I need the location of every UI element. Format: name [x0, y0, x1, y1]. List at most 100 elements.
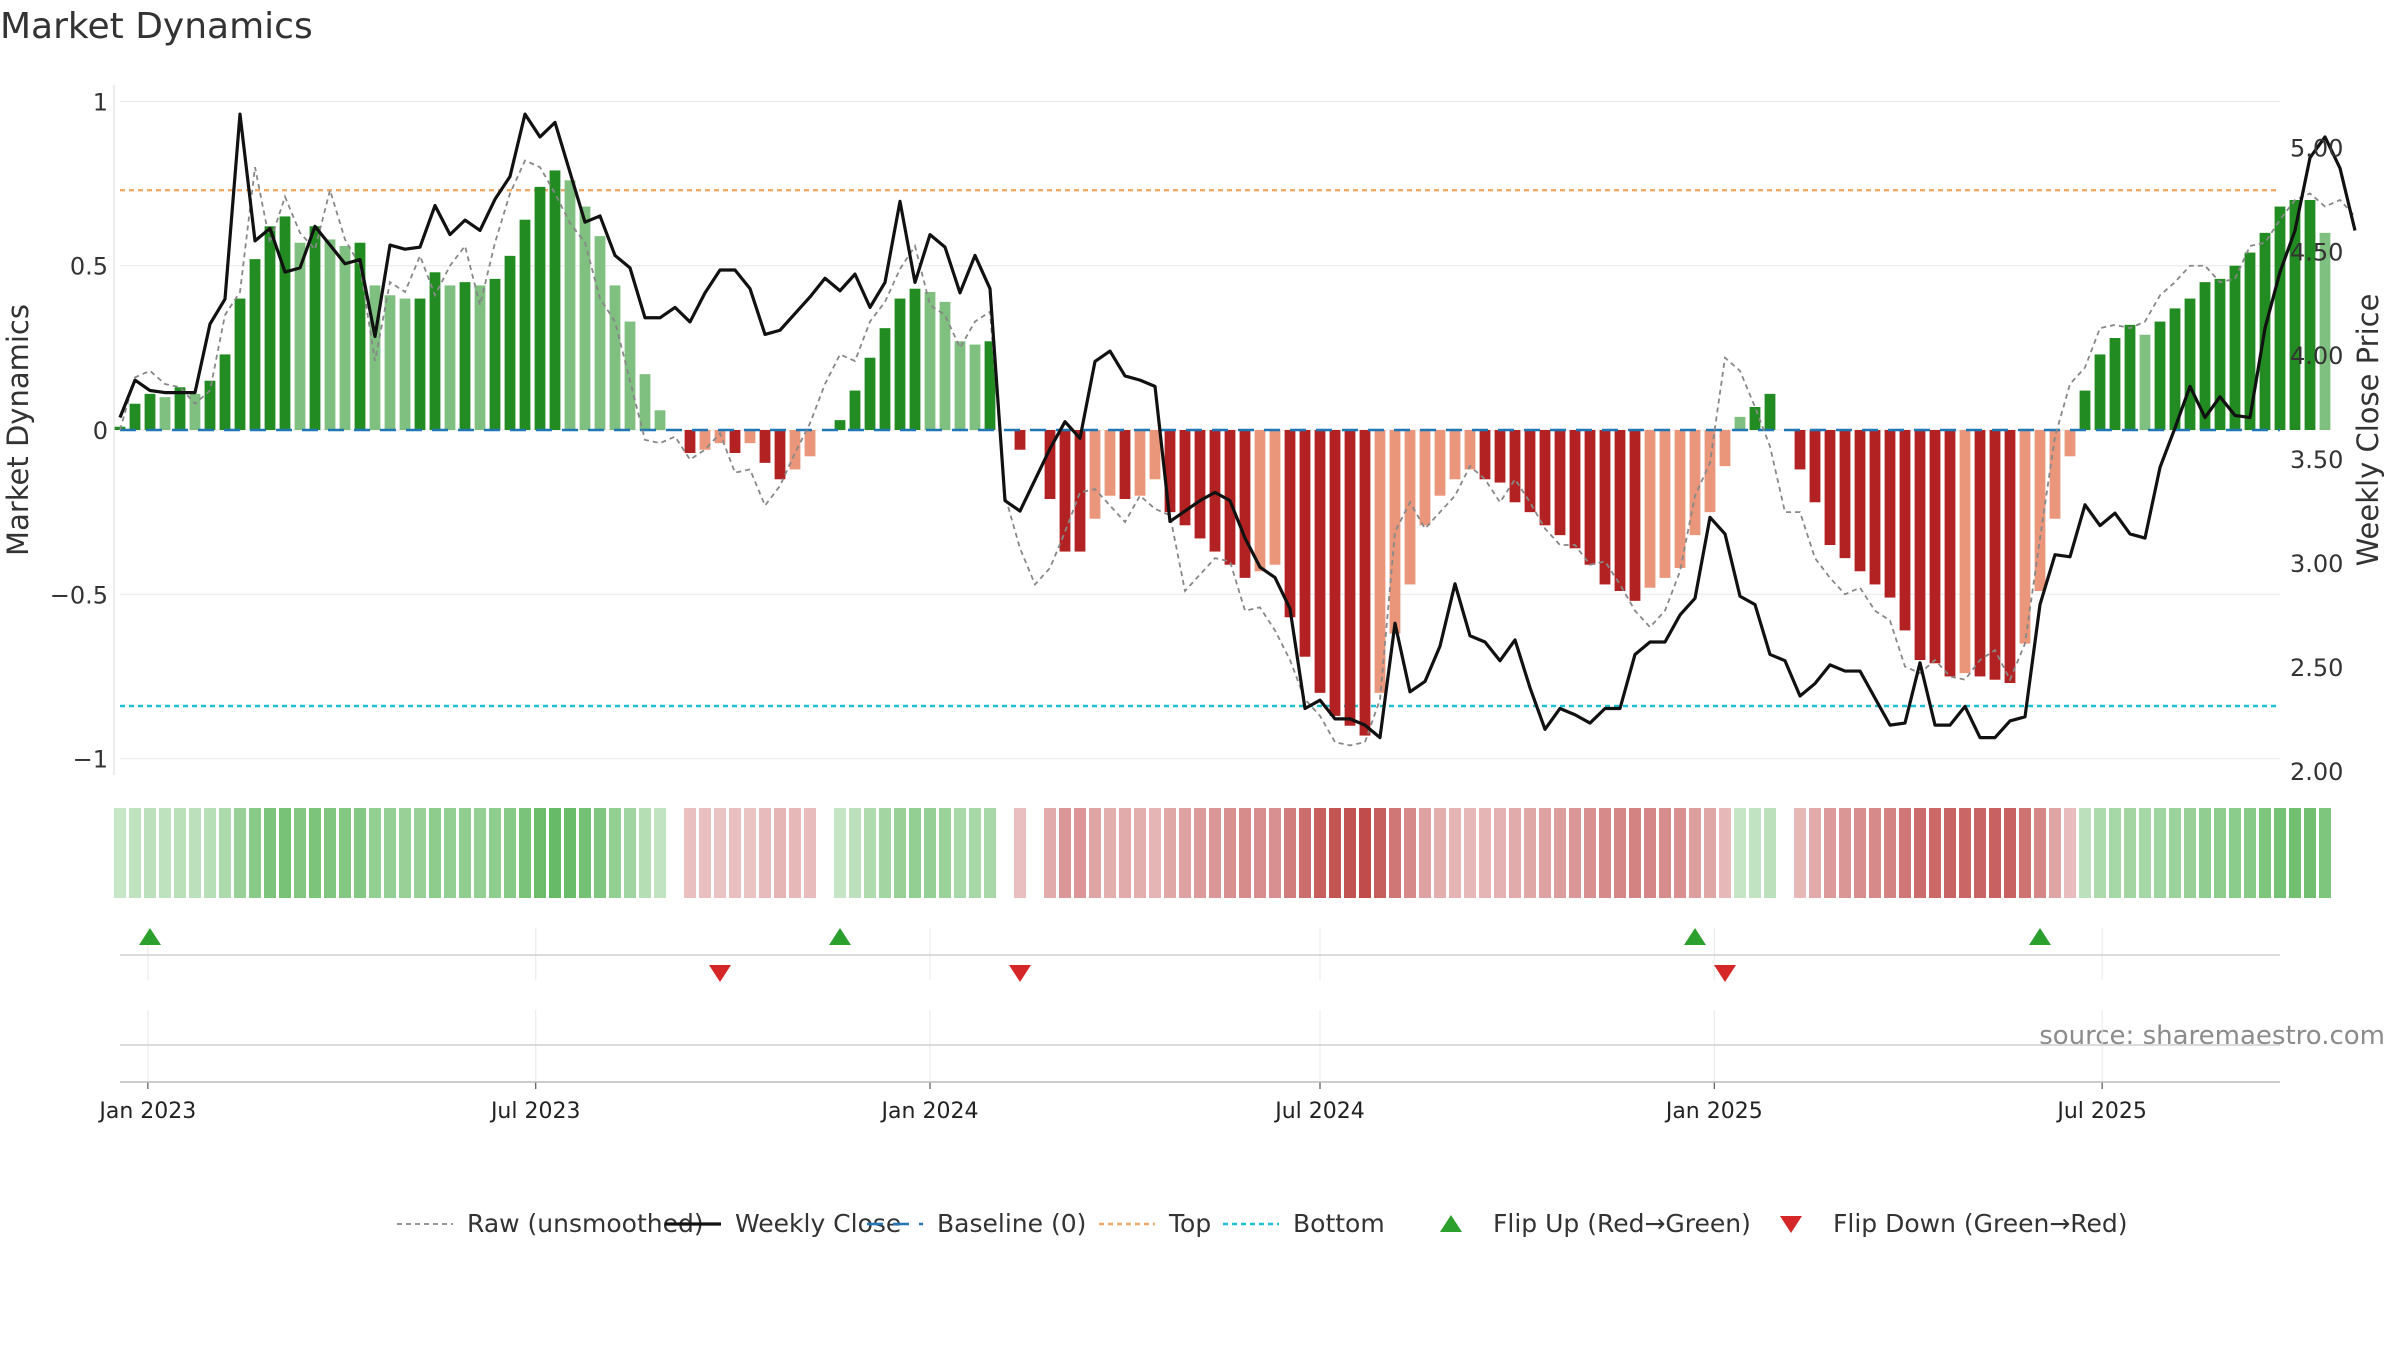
bars-layer	[114, 170, 2331, 736]
dynamics-bar	[1509, 430, 1521, 503]
strip-cell	[1299, 808, 1311, 898]
strip-cell	[984, 808, 996, 898]
dynamics-bar	[1494, 430, 1506, 483]
strip-cell	[2229, 808, 2241, 898]
strip-cell	[339, 808, 351, 898]
dynamics-bar	[1374, 430, 1386, 693]
legend-label: Flip Down (Green→Red)	[1833, 1209, 2128, 1238]
dynamics-bar	[864, 357, 876, 430]
flip-down-marker	[1714, 965, 1736, 982]
y-tick-left-label: 0	[93, 417, 108, 445]
dynamics-bar	[129, 403, 141, 430]
strip-cell	[2319, 808, 2331, 898]
y-tick-right-label: 3.50	[2290, 446, 2343, 474]
grid-layer	[120, 100, 2280, 1082]
dynamics-bar	[1704, 430, 1716, 513]
flip-down-marker	[709, 965, 731, 982]
dynamics-bar	[1059, 430, 1071, 552]
strip-cell	[2274, 808, 2286, 898]
strip-cell	[1599, 808, 1611, 898]
strip-cell	[1419, 808, 1431, 898]
x-tick-label: Jul 2023	[489, 1099, 581, 1124]
strip-cell	[1569, 808, 1581, 898]
strip-cell	[1134, 808, 1146, 898]
strip-cell	[1959, 808, 1971, 898]
legend-label: Raw (unsmoothed)	[467, 1209, 704, 1238]
dynamics-bar	[429, 272, 441, 430]
dynamics-bar	[2319, 232, 2331, 430]
strip-cell	[294, 808, 306, 898]
dynamics-bar	[1899, 430, 1911, 631]
strip-cell	[1494, 808, 1506, 898]
strip-cell	[1734, 808, 1746, 898]
dynamics-bar	[969, 344, 981, 430]
dynamics-bar	[2184, 298, 2196, 430]
legend-item: Raw (unsmoothed)	[397, 1209, 704, 1238]
dynamics-bar	[2139, 334, 2151, 430]
dynamics-bar	[2244, 252, 2256, 430]
strip-cell	[1209, 808, 1221, 898]
dynamics-bar	[2214, 278, 2226, 430]
strip-cell	[594, 808, 606, 898]
strip-cell	[459, 808, 471, 898]
legend-item: Flip Down (Green→Red)	[1780, 1209, 2128, 1238]
dynamics-bar	[1614, 430, 1626, 591]
dynamics-bar	[2094, 354, 2106, 430]
dynamics-bar	[414, 298, 426, 430]
strip-cell	[1254, 808, 1266, 898]
dynamics-bar	[1179, 430, 1191, 526]
dynamics-bar	[1299, 430, 1311, 657]
strip-cell	[2079, 808, 2091, 898]
strip-cell	[1974, 808, 1986, 898]
dynamics-bar	[1404, 430, 1416, 585]
dynamics-bar	[1089, 430, 1101, 519]
source-note: source: sharemaestro.com	[2039, 1021, 2385, 1051]
flip-up-marker	[829, 928, 851, 945]
regime-strip	[114, 808, 2331, 898]
dynamics-bar	[894, 298, 906, 430]
strip-cell	[1074, 808, 1086, 898]
legend-label: Flip Up (Red→Green)	[1493, 1209, 1751, 1238]
strip-cell	[699, 808, 711, 898]
dynamics-bar	[279, 216, 291, 430]
x-tick-label: Jan 2025	[1664, 1099, 1763, 1124]
dynamics-bar	[2289, 200, 2301, 430]
strip-cell	[1944, 808, 1956, 898]
dynamics-bar	[774, 430, 786, 480]
strip-cell	[1794, 808, 1806, 898]
y-tick-left-label: −0.5	[50, 581, 108, 609]
strip-cell	[429, 808, 441, 898]
dynamics-bar	[2049, 430, 2061, 519]
dynamics-bar	[189, 393, 201, 430]
dynamics-bar	[1194, 430, 1206, 539]
dynamics-bar	[1644, 430, 1656, 588]
strip-cell	[1479, 808, 1491, 898]
strip-cell	[129, 808, 141, 898]
dynamics-bar	[1959, 430, 1971, 674]
strip-cell	[804, 808, 816, 898]
strip-cell	[1554, 808, 1566, 898]
strip-cell	[849, 808, 861, 898]
dynamics-bar	[354, 242, 366, 430]
strip-cell	[654, 808, 666, 898]
dynamics-bar	[984, 341, 996, 430]
strip-cell	[2214, 808, 2226, 898]
dynamics-bar	[1314, 430, 1326, 693]
y-axis-left-label: Market Dynamics	[1, 304, 35, 556]
strip-cell	[189, 808, 201, 898]
strip-cell	[1329, 808, 1341, 898]
x-tick-label: Jul 2025	[2055, 1099, 2147, 1124]
dynamics-bar	[144, 393, 156, 430]
strip-cell	[1404, 808, 1416, 898]
dynamics-bar	[1464, 430, 1476, 470]
dynamics-bar	[339, 246, 351, 430]
dynamics-bar	[249, 259, 261, 430]
strip-cell	[1614, 808, 1626, 898]
strip-cell	[1884, 808, 1896, 898]
flip-up-marker	[1684, 928, 1706, 945]
legend-swatch	[1780, 1216, 1802, 1233]
dynamics-bar	[924, 292, 936, 430]
dynamics-bar	[1944, 430, 1956, 677]
strip-cell	[1764, 808, 1776, 898]
